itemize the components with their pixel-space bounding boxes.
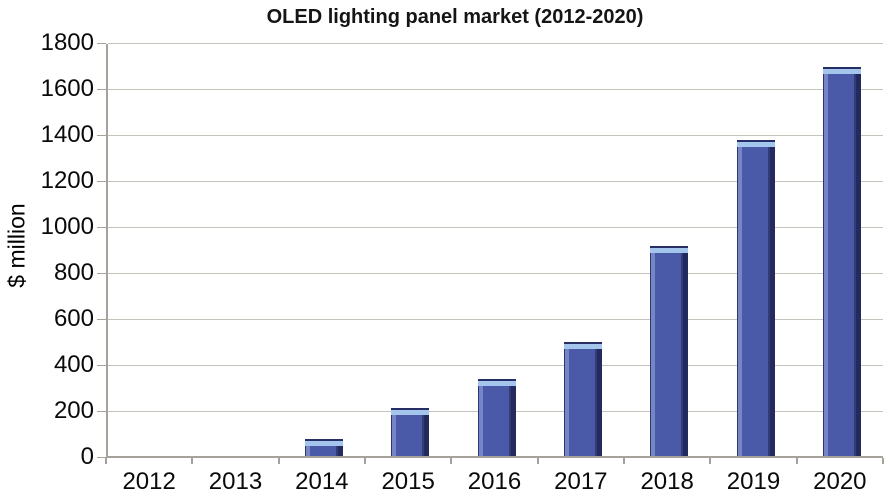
chart-title: OLED lighting panel market (2012-2020) [266, 6, 644, 28]
y-tick-200 [97, 411, 106, 412]
x-tick-2 [277, 458, 280, 464]
bar-2014 [305, 439, 343, 456]
x-tick-8 [795, 458, 798, 464]
y-tick-0 [97, 457, 106, 458]
bar-2019 [737, 140, 775, 456]
y-tick-label-1800: 1800 [40, 29, 94, 56]
x-tick-7 [709, 458, 712, 464]
x-tick-3 [364, 458, 366, 464]
gridline-1600 [108, 89, 883, 90]
x-tick-4 [450, 458, 453, 464]
x-category-label-2019: 2019 [726, 468, 781, 495]
x-tick-5 [536, 458, 539, 464]
y-axis-title: $ million [3, 203, 30, 288]
y-tick-label-0: 0 [80, 443, 94, 470]
gridline-1000 [108, 227, 883, 228]
y-tick-label-400: 400 [53, 351, 94, 378]
gridline-800 [108, 273, 883, 274]
x-tick-9 [882, 458, 884, 464]
x-category-label-2015: 2015 [381, 468, 435, 495]
y-tick-1800 [97, 43, 106, 44]
y-tick-400 [97, 365, 106, 366]
x-category-label-2013: 2013 [208, 468, 263, 495]
gridline-400 [108, 365, 883, 366]
gridline-600 [108, 319, 883, 320]
x-tick-6 [623, 458, 625, 464]
y-tick-label-800: 800 [53, 259, 94, 286]
bar-2018 [650, 246, 688, 456]
x-category-label-2014: 2014 [295, 468, 349, 495]
y-tick-1600 [97, 89, 106, 90]
x-tick-0 [105, 458, 107, 464]
gridline-1200 [108, 181, 883, 182]
y-tick-600 [97, 319, 106, 320]
x-category-label-2012: 2012 [122, 468, 176, 495]
y-tick-800 [97, 273, 106, 274]
y-tick-label-600: 600 [53, 305, 94, 332]
y-tick-1000 [97, 227, 106, 228]
plot-area [106, 43, 883, 458]
y-tick-label-1400: 1400 [40, 121, 94, 148]
y-tick-label-1200: 1200 [40, 167, 94, 194]
bar-2016 [478, 379, 516, 456]
x-category-label-2017: 2017 [554, 468, 608, 495]
gridline-1800 [108, 43, 883, 44]
y-tick-label-1000: 1000 [40, 213, 94, 240]
y-tick-label-1600: 1600 [40, 75, 94, 102]
x-category-label-2020: 2020 [813, 468, 867, 495]
bar-2015 [391, 408, 429, 456]
x-category-label-2016: 2016 [467, 468, 522, 495]
y-tick-label-200: 200 [53, 397, 94, 424]
y-tick-1400 [97, 135, 106, 136]
x-tick-1 [191, 458, 194, 464]
gridline-1400 [108, 135, 883, 136]
x-category-label-2018: 2018 [640, 468, 694, 495]
bar-2017 [564, 342, 602, 456]
bar-2020 [823, 67, 861, 456]
y-tick-1200 [97, 181, 106, 182]
